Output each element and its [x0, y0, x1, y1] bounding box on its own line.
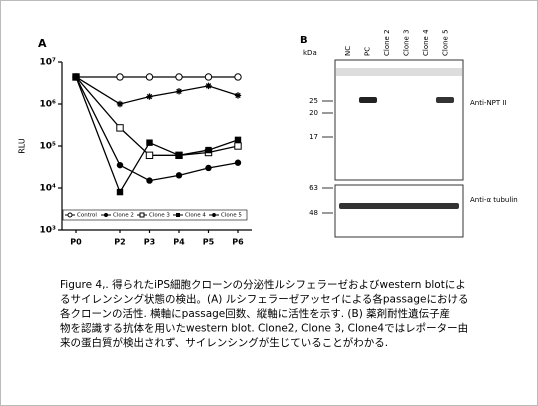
legend-marker	[104, 213, 108, 217]
marker	[235, 143, 241, 149]
caption-line: Figure 4,. 得られたiPS細胞クローンの分泌性ルシフェラーゼおよびwe…	[60, 278, 466, 291]
marker	[205, 83, 211, 89]
x-tick-label: P3	[144, 238, 155, 247]
legend-marker	[68, 213, 72, 217]
y-tick-label: 10⁶	[40, 100, 57, 110]
caption-line: 物を認識する抗体を用いたwestern blot. Clone2, Clone …	[60, 322, 468, 335]
y-tick-label: 10⁵	[40, 142, 57, 152]
legend-label: Clone 2	[113, 213, 134, 219]
x-tick-label: P0	[70, 238, 82, 247]
legend-marker	[212, 213, 216, 217]
panel-label: B	[300, 35, 308, 46]
y-tick-label: 10⁷	[40, 58, 57, 68]
marker-label: 63	[309, 184, 318, 192]
x-tick-label: P4	[173, 238, 185, 247]
marker	[235, 137, 241, 143]
marker	[205, 74, 211, 80]
lane-label: Clone 5	[442, 29, 450, 56]
band	[359, 97, 377, 103]
caption-line: るサイレンシング状態の検出。(A) ルシフェラーゼアッセイによる各passage…	[60, 293, 469, 306]
marker	[205, 147, 211, 153]
lane-label: Clone 4	[422, 29, 430, 56]
legend-marker	[140, 213, 144, 217]
marker	[176, 88, 182, 94]
marker	[235, 160, 241, 166]
marker	[117, 189, 123, 195]
legend-label: Clone 3	[149, 213, 170, 219]
marker-label: 25	[309, 97, 318, 105]
marker	[235, 74, 241, 80]
marker-label: 48	[309, 209, 318, 217]
marker	[117, 162, 123, 168]
marker	[146, 74, 152, 80]
marker	[235, 92, 241, 98]
caption-line: 来の蛋白質が検出されず、サイレンシングが生じていることがわかる.	[60, 336, 388, 349]
unit-label: kDa	[303, 49, 317, 57]
y-tick-label: 10³	[40, 226, 57, 236]
y-axis-label: RLU	[18, 138, 27, 154]
marker	[117, 74, 123, 80]
y-tick-label: 10⁴	[40, 184, 57, 194]
legend-label: Clone 5	[221, 213, 242, 219]
x-tick-label: P5	[203, 238, 215, 247]
slide: A RLU B kDa NC PC Clone 2 Clone 3 Clone 4 Clo…	[0, 0, 538, 406]
x-tick-label: P2	[114, 238, 125, 247]
antibody-label: Anti-NPT II	[470, 99, 507, 107]
background-band	[336, 68, 462, 76]
band	[436, 97, 454, 103]
marker	[117, 125, 123, 131]
lane-label: Clone 2	[383, 29, 391, 56]
blot-box	[335, 185, 463, 237]
lane-label: Clone 3	[403, 29, 411, 56]
legend-label: Control	[77, 213, 97, 219]
marker	[205, 165, 211, 171]
marker	[146, 93, 152, 99]
blot-box	[335, 60, 463, 180]
legend-marker	[176, 213, 180, 217]
marker	[117, 101, 123, 107]
legend-label: Clone 4	[185, 213, 206, 219]
marker	[73, 74, 79, 80]
marker	[176, 74, 182, 80]
marker	[176, 152, 182, 158]
marker	[176, 172, 182, 178]
lane-label: PC	[364, 47, 372, 56]
marker-label: 17	[309, 133, 318, 141]
lane-label: NC	[344, 46, 352, 56]
antibody-label: Anti-α tubulin	[470, 196, 518, 204]
marker-label: 20	[309, 109, 318, 117]
marker	[146, 177, 152, 183]
caption-line: 各クローンの活性. 横軸にpassage回数、縦軸に活性を示す. (B) 薬剤耐…	[60, 307, 450, 320]
band	[339, 203, 459, 209]
marker	[146, 139, 152, 145]
panel-label: A	[38, 37, 47, 50]
x-tick-label: P6	[232, 238, 244, 247]
marker	[146, 152, 152, 158]
